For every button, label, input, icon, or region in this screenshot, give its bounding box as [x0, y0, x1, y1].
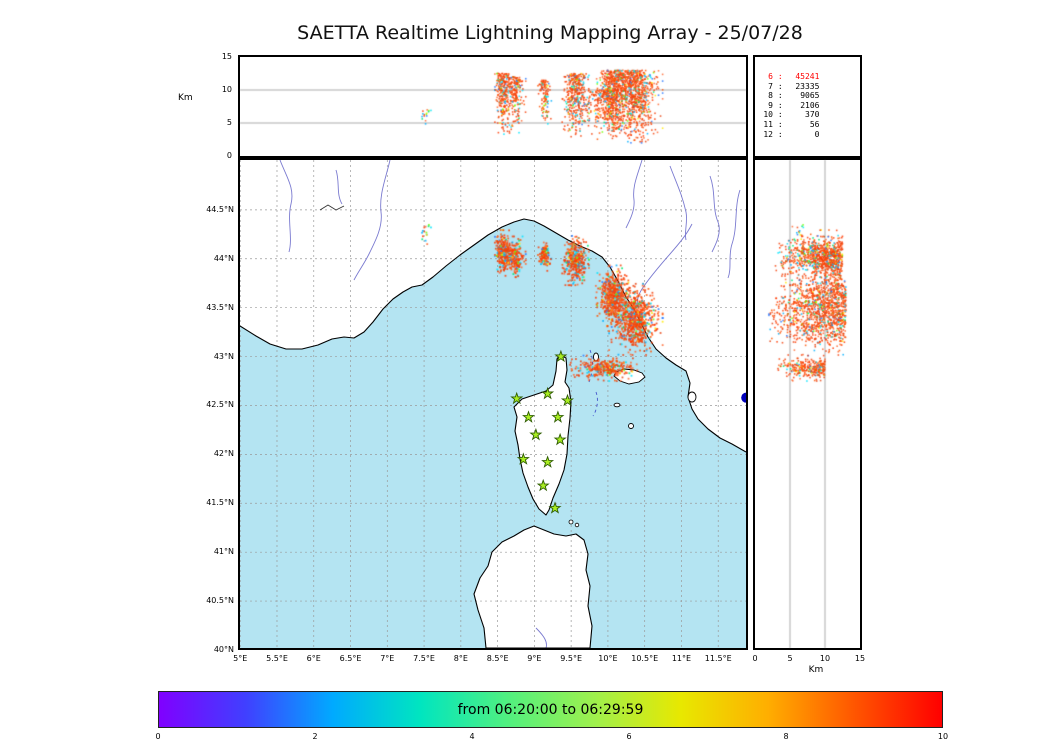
right-x-tick: 15: [854, 654, 866, 663]
top-y-tick: 10: [221, 85, 232, 94]
station-count-value: 9065: [800, 91, 820, 101]
right-x-tick: 10: [819, 654, 831, 663]
colorbar-tick: 10: [937, 732, 949, 741]
station-count-level: 11: [763, 119, 773, 129]
station-count-row: 8 : 9065: [761, 91, 860, 101]
island-capraia: [593, 352, 599, 362]
station-count-separator: :: [773, 81, 788, 91]
station-count-separator: :: [773, 91, 788, 101]
station-count-level: 6: [768, 72, 773, 81]
map-y-tick: 40.5°N: [206, 596, 234, 606]
station-count-value: 2106: [800, 100, 820, 110]
altitude-longitude-panel: [238, 55, 748, 158]
station-count-separator: :: [773, 72, 788, 81]
station-count-stats-panel: 6 : 45241 7 : 23335 8 : 9065 9 : 2106 10 : 3…: [753, 55, 862, 158]
station-count-value: 23335: [795, 81, 820, 91]
top-y-tick: 5: [226, 118, 232, 127]
island-maddalena: [568, 519, 574, 525]
right-x-tick: 5: [787, 654, 793, 663]
time-colorbar: from 06:20:00 to 06:29:59: [158, 691, 943, 728]
station-count-list: 6 : 45241 7 : 23335 8 : 9065 9 : 2106 10 : 3…: [755, 57, 860, 139]
map-y-tick: 43°N: [213, 351, 234, 361]
colorbar-tick: 4: [469, 732, 475, 741]
page-title: SAETTA Realtime Lightning Mapping Array …: [297, 22, 803, 44]
map-canvas: [240, 160, 746, 648]
station-count-level: 10: [763, 110, 773, 120]
top-y-tick: 15: [221, 52, 232, 61]
map-y-tick: 41°N: [213, 547, 234, 557]
top-y-tick: 0: [226, 151, 232, 160]
map-x-tick: 11.5°E: [704, 654, 732, 663]
map-y-tick: 42°N: [213, 449, 234, 459]
station-count-value: 45241: [795, 72, 820, 81]
colorbar-tick: 6: [626, 732, 632, 741]
station-count-value: 0: [814, 129, 820, 139]
map-y-tick: 41.5°N: [206, 498, 234, 508]
station-count-level: 12: [763, 129, 773, 139]
station-count-separator: :: [773, 100, 788, 110]
station-count-row: 10 : 370: [761, 110, 860, 120]
top-axis-unit-label: Km: [178, 93, 193, 103]
colorbar-tick: 8: [783, 732, 789, 741]
map-panel: [238, 158, 748, 650]
island-pianosa: [613, 402, 621, 408]
station-count-level: 8: [768, 91, 773, 101]
island-maddalena: [574, 522, 580, 528]
island-giglio: [687, 391, 697, 403]
station-count-row: 7 : 23335: [761, 82, 860, 92]
altitude-latitude-panel: [753, 158, 862, 650]
map-y-tick: 43.5°N: [206, 302, 234, 312]
station-count-value: 370: [805, 110, 820, 120]
map-y-tick: 44.5°N: [206, 204, 234, 214]
station-count-separator: :: [773, 119, 788, 129]
right-x-tick: 0: [752, 654, 758, 663]
station-count-level: 7: [768, 81, 773, 91]
station-count-value: 56: [809, 119, 820, 129]
station-count-separator: :: [773, 129, 788, 139]
station-count-row: 12 : 0: [761, 130, 860, 140]
station-count-row: 9 : 2106: [761, 101, 860, 111]
colorbar-time-window-label: from 06:20:00 to 06:29:59: [457, 701, 644, 718]
colorbar-tick: 0: [155, 732, 161, 741]
station-count-separator: :: [773, 110, 788, 120]
right-axis-unit-label: Km: [808, 665, 824, 675]
island-montecristo: [628, 423, 634, 429]
map-y-tick: 42.5°N: [206, 400, 234, 410]
station-count-row: 11 : 56: [761, 120, 860, 130]
station-count-row: 6 : 45241: [761, 72, 860, 82]
colorbar-tick: 2: [312, 732, 318, 741]
map-y-tick: 44°N: [213, 253, 234, 263]
station-count-level: 9: [768, 100, 773, 110]
